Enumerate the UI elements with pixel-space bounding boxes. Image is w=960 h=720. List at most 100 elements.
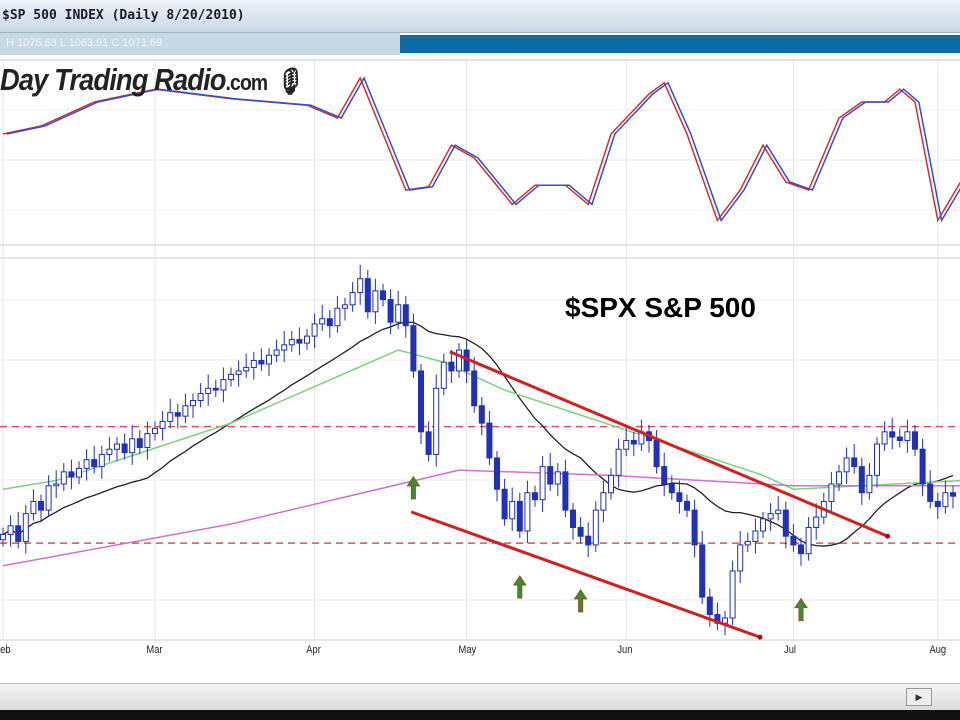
candle-body bbox=[676, 492, 683, 502]
candle-body bbox=[775, 509, 782, 515]
candle-body bbox=[106, 448, 113, 455]
candle-body bbox=[570, 509, 576, 529]
candle-body bbox=[152, 427, 158, 435]
candle-body bbox=[448, 361, 455, 372]
up-arrow-icon bbox=[573, 589, 588, 613]
candle-body bbox=[866, 474, 873, 494]
x-tick-label: Aug bbox=[929, 644, 946, 656]
candle-body bbox=[167, 412, 174, 422]
candle-body bbox=[53, 483, 60, 487]
x-tick-label: Feb bbox=[0, 644, 11, 656]
candle-body bbox=[919, 448, 926, 485]
candle-body bbox=[0, 533, 6, 541]
candle-body bbox=[326, 318, 333, 327]
candle-body bbox=[684, 500, 690, 511]
candle-body bbox=[304, 335, 310, 344]
candle-body bbox=[554, 471, 561, 485]
candle-body bbox=[364, 278, 371, 313]
candle-body bbox=[524, 492, 531, 532]
candle-body bbox=[182, 405, 189, 417]
logo: Day Trading Radio.com 🎙 bbox=[0, 62, 303, 98]
candle-body bbox=[608, 474, 614, 494]
candle-body bbox=[509, 500, 516, 520]
candle-body bbox=[851, 457, 858, 468]
candle-body bbox=[494, 457, 500, 490]
candle-body bbox=[896, 436, 903, 442]
candle-body bbox=[501, 488, 508, 520]
logo-text: Day Trading Radio bbox=[0, 62, 226, 97]
candle-body bbox=[68, 471, 75, 478]
candle-body bbox=[288, 339, 295, 346]
x-tick-label: May bbox=[458, 644, 476, 656]
candle-body bbox=[532, 492, 538, 501]
horizontal-scrollbar[interactable]: ▶ bbox=[0, 683, 960, 710]
candle-body bbox=[440, 361, 447, 389]
candle-body bbox=[912, 431, 918, 450]
candle-body bbox=[904, 431, 911, 442]
candle-body bbox=[250, 359, 257, 368]
trendline-end bbox=[757, 634, 763, 640]
candle-body bbox=[395, 304, 402, 323]
candle-body bbox=[942, 492, 949, 508]
candle-body bbox=[874, 443, 880, 476]
candle-body bbox=[197, 393, 204, 402]
candle-body bbox=[798, 544, 804, 555]
candle-body bbox=[22, 513, 29, 542]
candle-body bbox=[273, 349, 280, 356]
candle-body bbox=[30, 500, 37, 515]
candle-body bbox=[881, 431, 888, 445]
candle-body bbox=[623, 440, 630, 450]
x-tick-label: Apr bbox=[305, 644, 321, 656]
candle-body bbox=[91, 459, 98, 468]
candle-body bbox=[129, 438, 136, 454]
candle-body bbox=[471, 370, 478, 407]
candle-body bbox=[45, 485, 52, 511]
candle-body bbox=[121, 443, 128, 454]
candle-body bbox=[402, 304, 409, 327]
candle-body bbox=[83, 459, 90, 469]
candle-body bbox=[15, 525, 22, 542]
candle-body bbox=[136, 438, 143, 448]
candle-body bbox=[212, 387, 219, 391]
candle-body bbox=[927, 483, 934, 502]
candle-body bbox=[159, 420, 166, 429]
up-arrow-icon bbox=[794, 597, 808, 622]
title-bar: $SP 500 INDEX (Daily 8/20/2010) bbox=[0, 0, 960, 33]
bottom-bar bbox=[0, 710, 960, 720]
candle-body bbox=[843, 457, 850, 473]
candle-body bbox=[76, 467, 82, 478]
chart-annotation: $SPX S&P 500 bbox=[565, 292, 756, 323]
candle-body bbox=[311, 323, 318, 337]
trendline-end bbox=[885, 533, 891, 539]
candle-body bbox=[516, 500, 523, 532]
candle-body bbox=[699, 544, 706, 598]
candle-body bbox=[760, 518, 766, 532]
candle-body bbox=[114, 443, 120, 450]
candle-body bbox=[296, 339, 303, 344]
candle-body bbox=[190, 400, 196, 407]
candle-body bbox=[630, 440, 637, 445]
candle-body bbox=[805, 527, 812, 555]
candle-body bbox=[615, 448, 622, 476]
x-tick-label: Mar bbox=[146, 644, 163, 656]
candle-body bbox=[266, 354, 272, 365]
candle-body bbox=[205, 387, 212, 395]
candle-body bbox=[782, 509, 789, 537]
candle-body bbox=[653, 440, 660, 468]
candle-body bbox=[858, 466, 865, 494]
candle-body bbox=[387, 299, 394, 323]
x-tick-label: Jun bbox=[617, 644, 633, 656]
candle-body bbox=[235, 370, 242, 375]
candle-body bbox=[433, 387, 440, 455]
candle-body bbox=[577, 527, 584, 537]
scroll-right-button[interactable]: ▶ bbox=[906, 688, 932, 706]
candle-body bbox=[243, 366, 250, 372]
candle-body bbox=[539, 466, 546, 501]
candle-body bbox=[98, 453, 105, 468]
candle-body bbox=[950, 492, 956, 497]
stochastic-d-line bbox=[6, 76, 960, 223]
candle-body bbox=[547, 466, 554, 485]
candle-body bbox=[562, 471, 569, 511]
candle-body bbox=[410, 325, 417, 372]
